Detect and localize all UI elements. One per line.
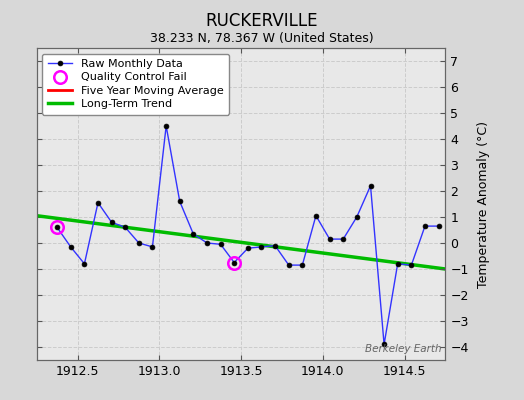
Raw Monthly Data (163, 124, 169, 128)
Raw Monthly Data (217, 242, 224, 247)
Text: 38.233 N, 78.367 W (United States): 38.233 N, 78.367 W (United States) (150, 32, 374, 45)
Raw Monthly Data (204, 240, 210, 245)
Raw Monthly Data (395, 262, 401, 266)
Raw Monthly Data (95, 200, 101, 205)
Line: Raw Monthly Data: Raw Monthly Data (54, 124, 441, 347)
Raw Monthly Data (68, 244, 74, 249)
Raw Monthly Data (136, 240, 142, 245)
Raw Monthly Data (177, 199, 183, 204)
Raw Monthly Data (122, 225, 128, 230)
Raw Monthly Data (190, 232, 196, 236)
Raw Monthly Data (149, 244, 156, 249)
Raw Monthly Data (422, 224, 428, 228)
Raw Monthly Data (81, 262, 88, 266)
Text: RUCKERVILLE: RUCKERVILLE (206, 12, 318, 30)
Raw Monthly Data (313, 213, 319, 218)
Text: Berkeley Earth: Berkeley Earth (365, 344, 441, 354)
Raw Monthly Data (286, 263, 292, 268)
Quality Control Fail (54, 225, 60, 230)
Raw Monthly Data (108, 220, 115, 224)
Raw Monthly Data (326, 237, 333, 242)
Raw Monthly Data (435, 224, 442, 228)
Raw Monthly Data (408, 263, 414, 268)
Line: Quality Control Fail: Quality Control Fail (51, 221, 241, 269)
Raw Monthly Data (299, 263, 305, 268)
Quality Control Fail (231, 260, 237, 265)
Raw Monthly Data (258, 244, 265, 249)
Legend: Raw Monthly Data, Quality Control Fail, Five Year Moving Average, Long-Term Tren: Raw Monthly Data, Quality Control Fail, … (42, 54, 230, 115)
Raw Monthly Data (231, 260, 237, 265)
Raw Monthly Data (381, 342, 387, 347)
Raw Monthly Data (340, 237, 346, 242)
Y-axis label: Temperature Anomaly (°C): Temperature Anomaly (°C) (477, 120, 490, 288)
Raw Monthly Data (354, 214, 360, 219)
Raw Monthly Data (367, 183, 374, 188)
Raw Monthly Data (272, 243, 278, 248)
Raw Monthly Data (54, 225, 60, 230)
Raw Monthly Data (245, 246, 251, 250)
